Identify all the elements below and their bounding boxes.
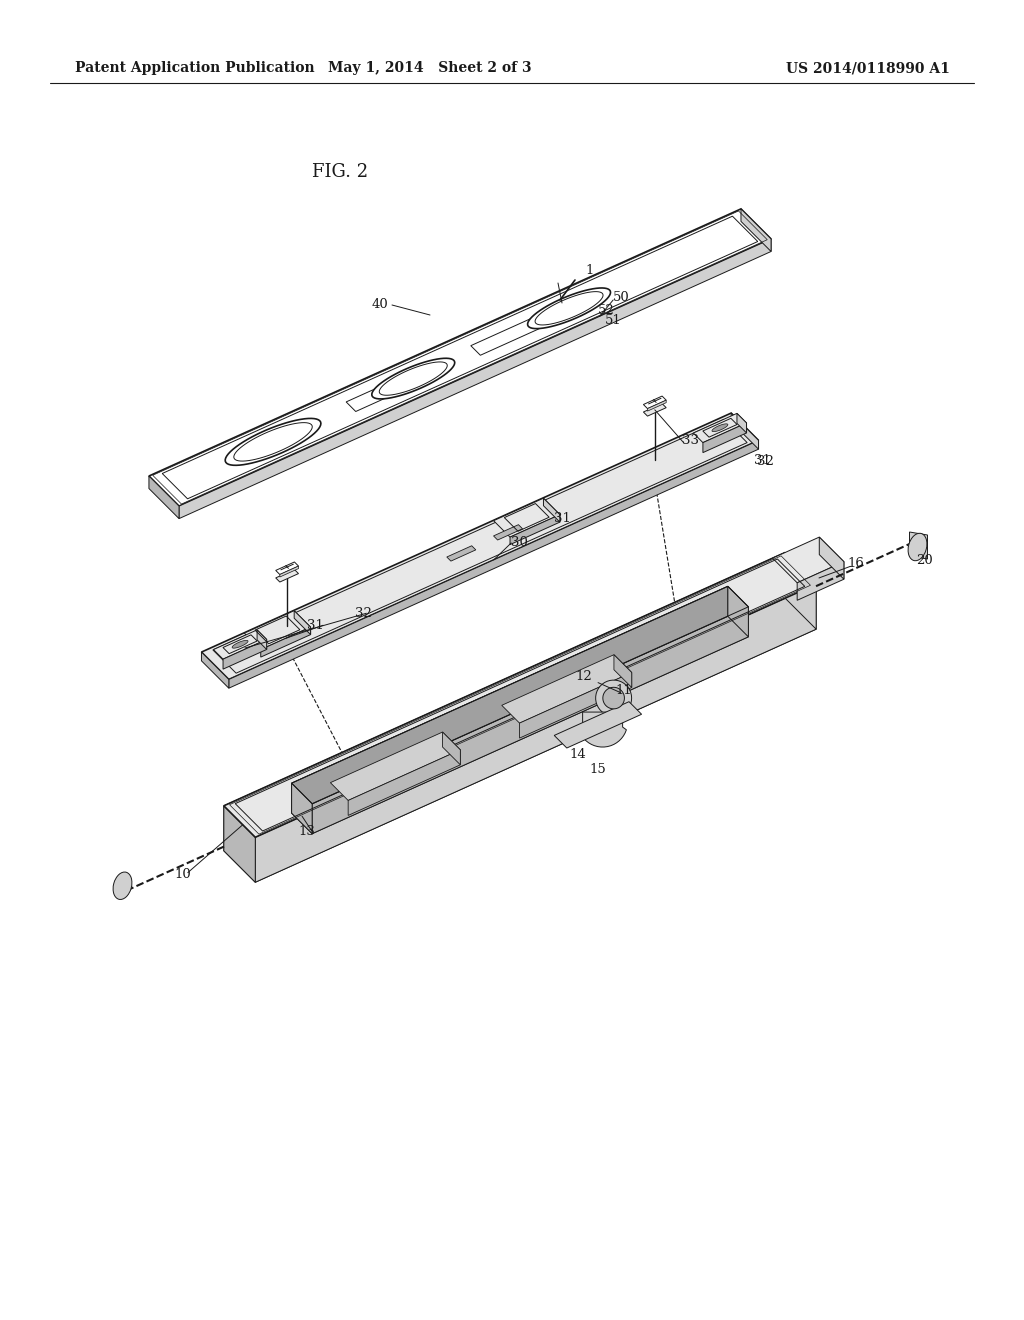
Text: 14: 14 — [569, 748, 586, 762]
Polygon shape — [702, 422, 746, 453]
Polygon shape — [312, 607, 749, 834]
Polygon shape — [554, 702, 642, 748]
Polygon shape — [737, 413, 746, 433]
Text: 31: 31 — [754, 454, 771, 467]
Polygon shape — [442, 733, 461, 764]
Text: 50: 50 — [612, 292, 630, 305]
Text: 33: 33 — [682, 434, 699, 447]
Polygon shape — [614, 655, 632, 688]
Text: 32: 32 — [758, 455, 774, 467]
Text: 52: 52 — [598, 305, 614, 317]
Polygon shape — [280, 566, 299, 577]
Polygon shape — [603, 688, 625, 709]
Text: 20: 20 — [916, 554, 933, 568]
Text: 11: 11 — [615, 684, 632, 697]
Polygon shape — [647, 400, 667, 411]
Polygon shape — [446, 545, 476, 561]
Polygon shape — [202, 652, 228, 688]
Polygon shape — [148, 477, 179, 519]
Polygon shape — [275, 562, 299, 574]
Polygon shape — [292, 586, 749, 804]
Polygon shape — [494, 524, 522, 540]
Polygon shape — [202, 413, 759, 680]
Polygon shape — [232, 640, 248, 648]
Polygon shape — [519, 672, 632, 738]
Polygon shape — [224, 553, 816, 837]
Ellipse shape — [113, 873, 132, 899]
Polygon shape — [643, 404, 667, 416]
Polygon shape — [228, 441, 759, 688]
Text: 1: 1 — [586, 264, 594, 276]
Polygon shape — [772, 537, 844, 583]
Polygon shape — [292, 586, 728, 813]
Text: Patent Application Publication: Patent Application Publication — [75, 61, 314, 75]
Polygon shape — [292, 783, 312, 834]
Polygon shape — [544, 498, 560, 523]
Polygon shape — [225, 418, 321, 466]
Polygon shape — [224, 553, 784, 851]
Text: 13: 13 — [299, 825, 315, 838]
Polygon shape — [223, 639, 266, 669]
Polygon shape — [741, 209, 771, 252]
Polygon shape — [693, 413, 746, 442]
Text: May 1, 2014   Sheet 2 of 3: May 1, 2014 Sheet 2 of 3 — [328, 61, 531, 75]
Polygon shape — [331, 733, 461, 800]
Text: US 2014/0118990 A1: US 2014/0118990 A1 — [786, 61, 950, 75]
Polygon shape — [245, 611, 310, 649]
Polygon shape — [348, 750, 461, 816]
Polygon shape — [275, 569, 299, 582]
Text: 32: 32 — [355, 607, 372, 620]
Text: FIG. 2: FIG. 2 — [312, 162, 368, 181]
Polygon shape — [909, 532, 928, 558]
Polygon shape — [213, 630, 266, 659]
Text: 31: 31 — [554, 512, 571, 525]
Polygon shape — [294, 611, 310, 635]
Text: 40: 40 — [372, 298, 388, 312]
Text: 15: 15 — [589, 763, 606, 776]
Polygon shape — [643, 396, 667, 409]
Polygon shape — [292, 616, 749, 834]
Polygon shape — [579, 711, 627, 747]
Text: 31: 31 — [306, 619, 324, 632]
Polygon shape — [784, 553, 816, 630]
Text: 30: 30 — [511, 536, 527, 549]
Polygon shape — [372, 358, 455, 399]
Text: 51: 51 — [605, 314, 622, 327]
Polygon shape — [510, 515, 560, 545]
Text: 16: 16 — [847, 557, 864, 570]
Polygon shape — [596, 680, 632, 715]
Polygon shape — [148, 209, 771, 506]
Polygon shape — [494, 498, 560, 537]
Polygon shape — [731, 413, 759, 449]
Polygon shape — [346, 360, 450, 412]
Polygon shape — [797, 562, 844, 601]
Polygon shape — [819, 537, 844, 579]
Polygon shape — [712, 424, 728, 432]
Polygon shape — [502, 655, 632, 723]
Polygon shape — [179, 239, 771, 519]
Polygon shape — [261, 627, 310, 657]
Text: 10: 10 — [174, 869, 191, 882]
Polygon shape — [255, 585, 816, 882]
Polygon shape — [527, 288, 610, 329]
Ellipse shape — [908, 533, 927, 561]
Polygon shape — [257, 630, 266, 649]
Polygon shape — [471, 318, 543, 355]
Polygon shape — [224, 805, 255, 882]
Polygon shape — [728, 586, 749, 636]
Text: 12: 12 — [575, 669, 592, 682]
Polygon shape — [224, 598, 816, 882]
